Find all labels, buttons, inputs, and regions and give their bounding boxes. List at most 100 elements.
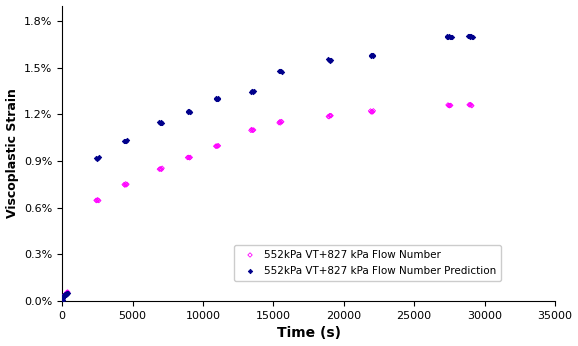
552kPa VT+827 kPa Flow Number Prediction: [58, 294, 68, 300]
552kPa VT+827 kPa Flow Number: [59, 293, 68, 299]
552kPa VT+827 kPa Flow Number: [121, 182, 131, 188]
552kPa VT+827 kPa Flow Number Prediction: [155, 120, 165, 125]
552kPa VT+827 kPa Flow Number: [156, 166, 165, 172]
552kPa VT+827 kPa Flow Number Prediction: [467, 34, 476, 39]
552kPa VT+827 kPa Flow Number: [467, 103, 476, 109]
552kPa VT+827 kPa Flow Number Prediction: [92, 156, 102, 161]
552kPa VT+827 kPa Flow Number: [58, 297, 67, 302]
552kPa VT+827 kPa Flow Number Prediction: [443, 34, 452, 39]
552kPa VT+827 kPa Flow Number Prediction: [62, 291, 71, 297]
552kPa VT+827 kPa Flow Number: [465, 102, 474, 108]
552kPa VT+827 kPa Flow Number: [58, 296, 68, 301]
552kPa VT+827 kPa Flow Number Prediction: [324, 57, 333, 62]
552kPa VT+827 kPa Flow Number Prediction: [466, 34, 475, 39]
552kPa VT+827 kPa Flow Number: [120, 182, 129, 187]
552kPa VT+827 kPa Flow Number Prediction: [366, 53, 376, 59]
552kPa VT+827 kPa Flow Number: [186, 155, 195, 160]
552kPa VT+827 kPa Flow Number: [368, 109, 377, 115]
552kPa VT+827 kPa Flow Number Prediction: [62, 290, 72, 295]
552kPa VT+827 kPa Flow Number: [60, 293, 69, 298]
552kPa VT+827 kPa Flow Number: [466, 102, 475, 107]
552kPa VT+827 kPa Flow Number: [367, 109, 376, 114]
552kPa VT+827 kPa Flow Number Prediction: [61, 292, 71, 298]
552kPa VT+827 kPa Flow Number Prediction: [62, 291, 72, 297]
552kPa VT+827 kPa Flow Number Prediction: [249, 89, 258, 94]
552kPa VT+827 kPa Flow Number: [62, 291, 71, 297]
552kPa VT+827 kPa Flow Number: [94, 198, 103, 203]
552kPa VT+827 kPa Flow Number Prediction: [62, 290, 71, 296]
552kPa VT+827 kPa Flow Number: [246, 128, 255, 133]
552kPa VT+827 kPa Flow Number: [184, 155, 194, 160]
552kPa VT+827 kPa Flow Number: [326, 113, 335, 118]
552kPa VT+827 kPa Flow Number Prediction: [157, 120, 166, 125]
552kPa VT+827 kPa Flow Number: [249, 127, 258, 133]
552kPa VT+827 kPa Flow Number: [247, 127, 256, 132]
552kPa VT+827 kPa Flow Number Prediction: [123, 137, 132, 143]
Legend: 552kPa VT+827 kPa Flow Number, 552kPa VT+827 kPa Flow Number Prediction: 552kPa VT+827 kPa Flow Number, 552kPa VT…: [235, 245, 501, 281]
552kPa VT+827 kPa Flow Number Prediction: [447, 35, 457, 40]
552kPa VT+827 kPa Flow Number: [58, 295, 68, 300]
552kPa VT+827 kPa Flow Number Prediction: [62, 290, 72, 295]
552kPa VT+827 kPa Flow Number Prediction: [58, 297, 67, 303]
552kPa VT+827 kPa Flow Number: [184, 155, 193, 160]
552kPa VT+827 kPa Flow Number Prediction: [211, 95, 220, 101]
552kPa VT+827 kPa Flow Number Prediction: [447, 34, 456, 40]
552kPa VT+827 kPa Flow Number: [275, 120, 284, 126]
552kPa VT+827 kPa Flow Number: [275, 119, 284, 125]
552kPa VT+827 kPa Flow Number: [444, 103, 454, 109]
552kPa VT+827 kPa Flow Number Prediction: [212, 97, 221, 102]
552kPa VT+827 kPa Flow Number Prediction: [469, 34, 478, 39]
552kPa VT+827 kPa Flow Number: [443, 102, 453, 108]
552kPa VT+827 kPa Flow Number: [366, 109, 376, 115]
552kPa VT+827 kPa Flow Number Prediction: [60, 292, 69, 298]
552kPa VT+827 kPa Flow Number: [366, 108, 375, 114]
552kPa VT+827 kPa Flow Number: [247, 127, 257, 133]
552kPa VT+827 kPa Flow Number Prediction: [156, 119, 165, 125]
552kPa VT+827 kPa Flow Number Prediction: [60, 292, 69, 298]
Y-axis label: Viscoplastic Strain: Viscoplastic Strain: [6, 89, 18, 218]
552kPa VT+827 kPa Flow Number: [324, 114, 334, 120]
552kPa VT+827 kPa Flow Number: [212, 143, 221, 149]
552kPa VT+827 kPa Flow Number: [214, 143, 223, 148]
552kPa VT+827 kPa Flow Number Prediction: [183, 109, 192, 115]
552kPa VT+827 kPa Flow Number: [324, 114, 333, 119]
552kPa VT+827 kPa Flow Number: [94, 197, 103, 203]
552kPa VT+827 kPa Flow Number Prediction: [464, 33, 473, 39]
552kPa VT+827 kPa Flow Number: [63, 289, 72, 295]
552kPa VT+827 kPa Flow Number: [61, 292, 70, 298]
552kPa VT+827 kPa Flow Number: [62, 292, 71, 298]
552kPa VT+827 kPa Flow Number Prediction: [59, 294, 68, 300]
552kPa VT+827 kPa Flow Number Prediction: [465, 34, 474, 40]
552kPa VT+827 kPa Flow Number: [62, 291, 71, 297]
552kPa VT+827 kPa Flow Number Prediction: [325, 58, 334, 63]
552kPa VT+827 kPa Flow Number Prediction: [247, 88, 256, 94]
552kPa VT+827 kPa Flow Number Prediction: [58, 295, 68, 301]
552kPa VT+827 kPa Flow Number Prediction: [442, 34, 451, 40]
552kPa VT+827 kPa Flow Number: [277, 119, 287, 125]
552kPa VT+827 kPa Flow Number Prediction: [246, 89, 255, 94]
552kPa VT+827 kPa Flow Number: [444, 103, 453, 108]
552kPa VT+827 kPa Flow Number: [62, 291, 71, 297]
552kPa VT+827 kPa Flow Number Prediction: [367, 53, 376, 58]
552kPa VT+827 kPa Flow Number Prediction: [444, 34, 453, 39]
552kPa VT+827 kPa Flow Number: [93, 197, 102, 202]
552kPa VT+827 kPa Flow Number Prediction: [120, 138, 129, 144]
552kPa VT+827 kPa Flow Number: [325, 113, 334, 118]
552kPa VT+827 kPa Flow Number Prediction: [463, 33, 472, 39]
552kPa VT+827 kPa Flow Number: [213, 143, 223, 149]
552kPa VT+827 kPa Flow Number: [60, 292, 69, 298]
552kPa VT+827 kPa Flow Number Prediction: [91, 156, 101, 161]
552kPa VT+827 kPa Flow Number Prediction: [249, 88, 258, 93]
552kPa VT+827 kPa Flow Number Prediction: [275, 68, 284, 73]
552kPa VT+827 kPa Flow Number: [59, 295, 68, 300]
552kPa VT+827 kPa Flow Number Prediction: [59, 293, 68, 299]
552kPa VT+827 kPa Flow Number Prediction: [277, 69, 287, 74]
552kPa VT+827 kPa Flow Number Prediction: [120, 138, 129, 144]
552kPa VT+827 kPa Flow Number Prediction: [214, 95, 223, 101]
552kPa VT+827 kPa Flow Number: [446, 103, 455, 108]
552kPa VT+827 kPa Flow Number: [249, 128, 258, 133]
552kPa VT+827 kPa Flow Number: [327, 113, 336, 118]
552kPa VT+827 kPa Flow Number Prediction: [368, 53, 377, 58]
552kPa VT+827 kPa Flow Number: [61, 291, 70, 297]
552kPa VT+827 kPa Flow Number Prediction: [63, 290, 72, 295]
